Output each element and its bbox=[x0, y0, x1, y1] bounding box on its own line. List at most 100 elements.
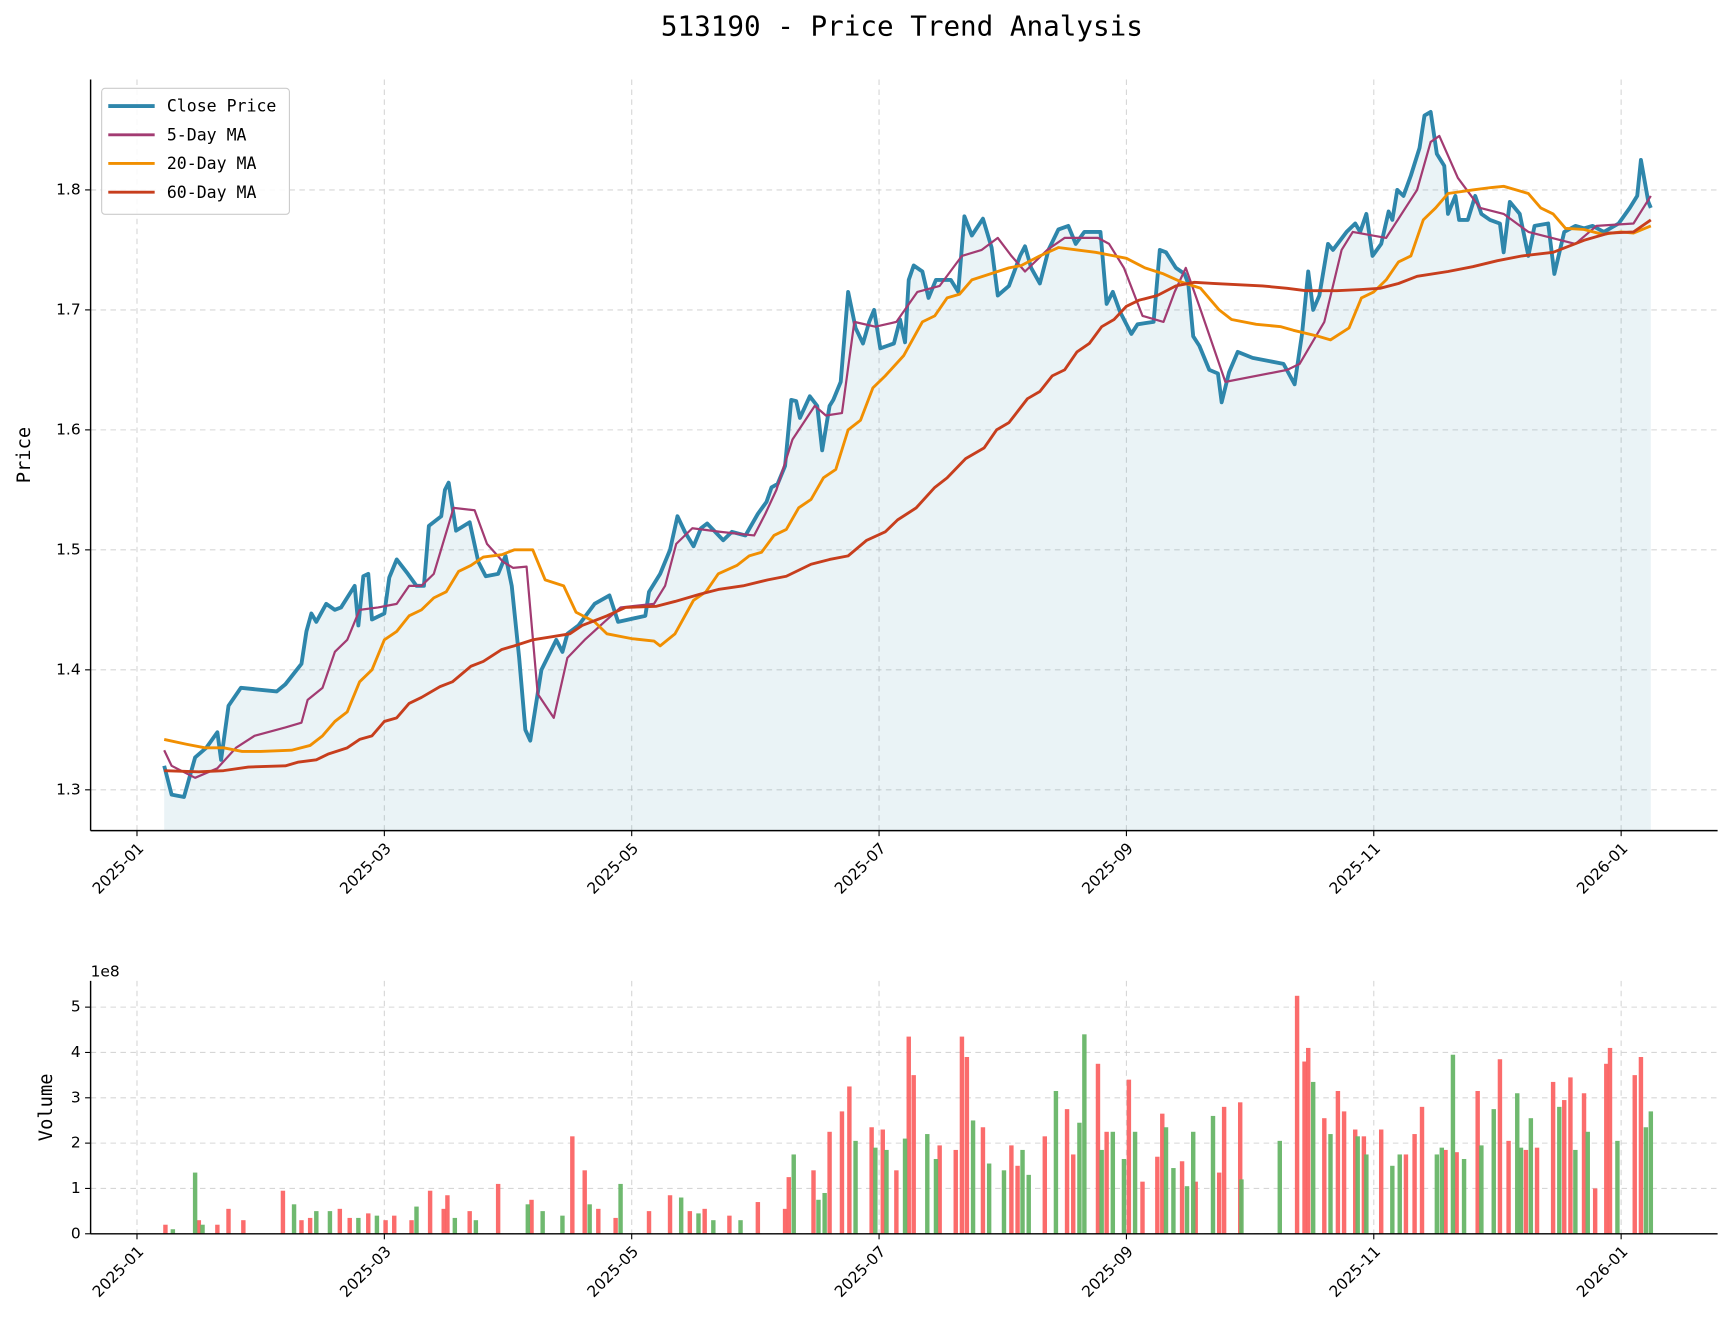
volume-bar bbox=[1515, 1093, 1520, 1234]
x-tick-label: 2025-05 bbox=[584, 839, 642, 897]
volume-bar bbox=[1110, 1131, 1116, 1234]
volume-bar bbox=[215, 1224, 220, 1234]
volume-bar bbox=[937, 1145, 942, 1234]
x-tick-label: 2025-11 bbox=[1326, 839, 1384, 897]
legend-label: Close Price bbox=[167, 97, 277, 116]
volume-bar bbox=[291, 1204, 297, 1234]
volume-bar bbox=[1210, 1115, 1216, 1234]
legend-box bbox=[101, 87, 290, 215]
x-tick-label: 2026-01 bbox=[1573, 1243, 1631, 1301]
volume-bar bbox=[1221, 1106, 1227, 1234]
volume-bar bbox=[192, 1172, 198, 1234]
volume-bar bbox=[959, 1036, 965, 1234]
volume-bar bbox=[196, 1220, 202, 1234]
volume-bar bbox=[1020, 1149, 1025, 1234]
y-tick-label: 2 bbox=[71, 1134, 81, 1152]
volume-bar bbox=[667, 1195, 673, 1234]
volume-bar bbox=[409, 1220, 414, 1234]
volume-bar bbox=[884, 1149, 889, 1234]
volume-bar bbox=[1479, 1145, 1484, 1234]
volume-bar bbox=[374, 1215, 380, 1234]
volume-bar bbox=[1419, 1106, 1425, 1234]
x-tick-label: 2025-07 bbox=[831, 839, 889, 897]
volume-bar bbox=[337, 1208, 343, 1234]
volume-bar bbox=[1643, 1127, 1649, 1234]
volume-bar bbox=[1378, 1129, 1384, 1234]
volume-bar bbox=[1592, 1188, 1598, 1234]
volume-bar bbox=[1026, 1174, 1031, 1234]
y-tick-label: 1.6 bbox=[56, 420, 81, 438]
volume-bar bbox=[1216, 1172, 1222, 1234]
volume-bar bbox=[786, 1177, 791, 1234]
y-tick-label: 4 bbox=[71, 1043, 81, 1061]
volume-bar bbox=[1121, 1158, 1127, 1234]
volume-bar bbox=[646, 1211, 652, 1234]
volume-bar bbox=[880, 1129, 885, 1234]
volume-bar bbox=[1306, 1047, 1311, 1234]
volume-bar bbox=[1328, 1134, 1333, 1234]
volume-bar bbox=[869, 1127, 874, 1234]
y-tick-label: 1.7 bbox=[56, 300, 81, 318]
volume-bar bbox=[986, 1163, 992, 1234]
volume-bar bbox=[1001, 1170, 1007, 1234]
volume-bar bbox=[1099, 1149, 1104, 1234]
volume-bar bbox=[1604, 1063, 1609, 1234]
volume-bar bbox=[1355, 1136, 1360, 1234]
volume-bar bbox=[1193, 1181, 1198, 1234]
volume-bar bbox=[1390, 1165, 1395, 1234]
volume-bar bbox=[414, 1206, 419, 1234]
volume-bar bbox=[933, 1158, 939, 1234]
volume-bar bbox=[314, 1211, 319, 1234]
x-tick-label: 2025-01 bbox=[89, 839, 147, 897]
volume-bar bbox=[441, 1208, 446, 1234]
volume-bar bbox=[467, 1211, 472, 1234]
volume-bar bbox=[755, 1202, 761, 1234]
volume-bar bbox=[1523, 1149, 1529, 1234]
volume-bar bbox=[327, 1211, 333, 1234]
volume-bar bbox=[1009, 1145, 1014, 1234]
volume-bar bbox=[847, 1086, 852, 1234]
volume-bar bbox=[738, 1220, 743, 1234]
volume-bar bbox=[1277, 1140, 1282, 1234]
volume-bar bbox=[1335, 1090, 1341, 1234]
volume-bar bbox=[392, 1215, 397, 1234]
line-series bbox=[163, 134, 1652, 779]
volume-bar bbox=[540, 1211, 545, 1234]
volume-bar bbox=[1581, 1093, 1587, 1234]
volume-bar bbox=[1064, 1109, 1070, 1234]
volume-bar bbox=[782, 1208, 788, 1234]
y-tick-label: 5 bbox=[71, 998, 81, 1016]
volume-bar bbox=[1615, 1140, 1620, 1234]
volume-bar bbox=[1528, 1118, 1534, 1234]
volume-bar bbox=[529, 1199, 534, 1234]
volume-bar bbox=[200, 1224, 205, 1234]
y-tick-label: 3 bbox=[71, 1088, 81, 1106]
volume-bar bbox=[1632, 1075, 1637, 1234]
volume-bar bbox=[299, 1220, 304, 1234]
volume-bar bbox=[1439, 1147, 1445, 1234]
volume-bar bbox=[822, 1192, 827, 1234]
line-series bbox=[162, 109, 1653, 799]
volume-bar bbox=[1184, 1186, 1190, 1234]
legend-label: 5-Day MA bbox=[167, 125, 247, 144]
volume-bar bbox=[1322, 1118, 1327, 1234]
volume-bar bbox=[1053, 1090, 1059, 1234]
volume-bar bbox=[570, 1136, 575, 1234]
volume-bar bbox=[1082, 1034, 1087, 1234]
volume-bar bbox=[1237, 1102, 1243, 1234]
volume-bar bbox=[1155, 1156, 1160, 1234]
volume-bar bbox=[953, 1149, 958, 1234]
volume-bar bbox=[163, 1224, 168, 1234]
volume-bar bbox=[1095, 1063, 1101, 1234]
legend-label: 20-Day MA bbox=[167, 154, 257, 173]
volume-bar bbox=[1534, 1147, 1540, 1234]
volume-bar bbox=[1140, 1181, 1145, 1234]
volume-bar bbox=[445, 1195, 450, 1234]
volume-bar bbox=[839, 1111, 845, 1234]
volume-bar bbox=[1497, 1059, 1503, 1234]
volume-bar bbox=[980, 1127, 986, 1234]
volume-bar bbox=[1506, 1140, 1511, 1234]
volume-bar bbox=[811, 1170, 816, 1234]
x-tick-label: 2025-11 bbox=[1326, 1243, 1384, 1301]
line-series bbox=[163, 184, 1652, 753]
